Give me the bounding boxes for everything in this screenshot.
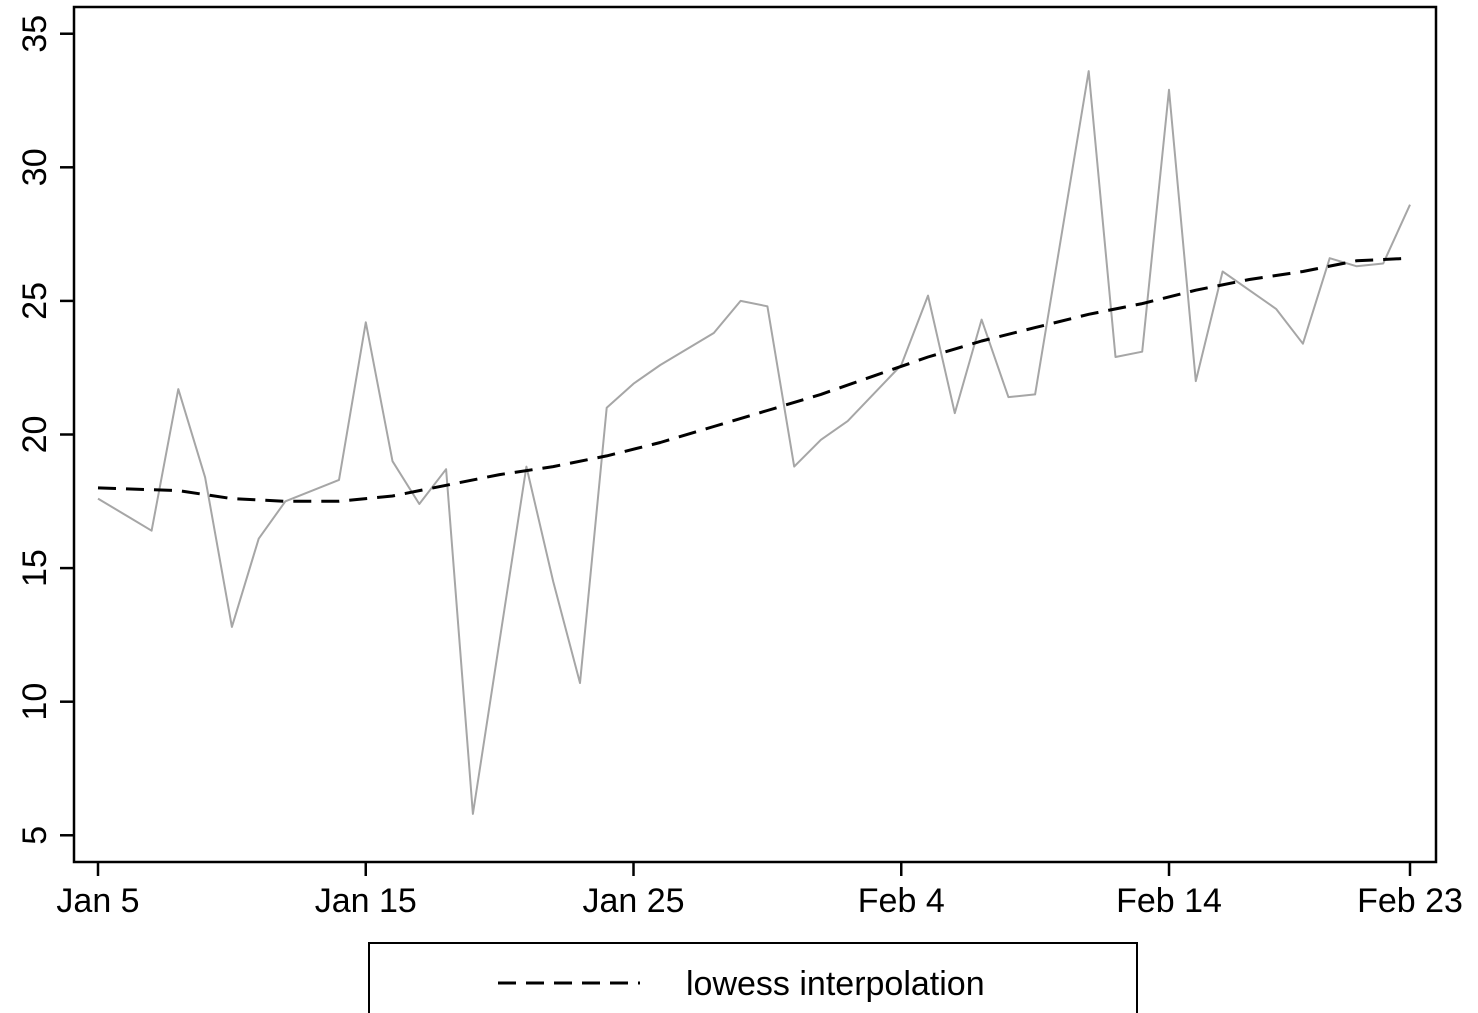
legend: lowess interpolation	[368, 942, 1138, 1013]
y-tick-label: 10	[16, 683, 54, 721]
x-tick-label: Jan 15	[315, 882, 417, 920]
x-tick-label: Feb 4	[858, 882, 945, 920]
y-tick-label: 30	[16, 148, 54, 186]
x-tick-label: Jan 25	[582, 882, 684, 920]
y-tick-label: 35	[16, 15, 54, 53]
y-axis: 5 10 15 20 25 30 35	[16, 15, 74, 845]
x-tick-label: Feb 23	[1357, 882, 1463, 920]
x-tick-label: Jan 5	[56, 882, 139, 920]
series-layer	[97, 70, 1411, 815]
x-axis: Jan 5 Jan 15 Jan 25 Feb 4 Feb 14 Feb 23	[56, 862, 1463, 920]
y-tick-label: 25	[16, 282, 54, 320]
y-tick-label: 15	[16, 549, 54, 587]
y-tick-label: 20	[16, 416, 54, 454]
series-line-observed	[97, 70, 1411, 815]
lowess-line	[97, 256, 1411, 503]
x-tick-label: Feb 14	[1116, 882, 1222, 920]
legend-box	[368, 942, 1138, 1013]
y-tick-label: 5	[16, 826, 54, 845]
legend-label: lowess interpolation	[686, 965, 985, 1003]
